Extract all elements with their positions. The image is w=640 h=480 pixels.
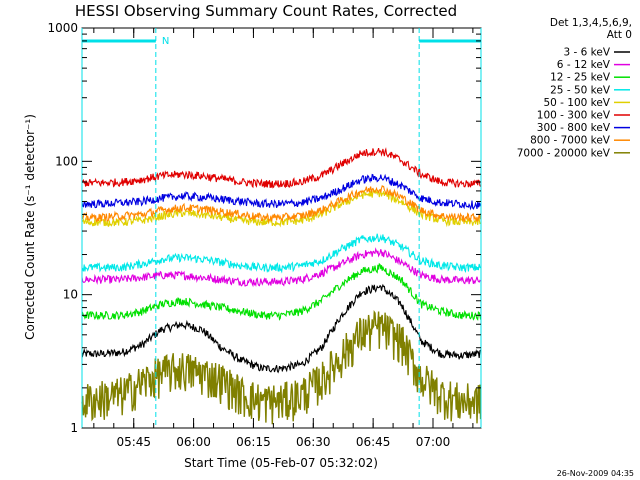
x-tick-label-0: 05:45	[116, 435, 151, 449]
y-tick-label-2: 100	[55, 154, 78, 168]
legend-label-5: 100 - 300 keV	[537, 110, 611, 122]
legend-label-7: 800 - 7000 keV	[530, 135, 611, 147]
series-line-5	[81, 147, 482, 189]
timestamp: 26-Nov-2009 04:35	[557, 469, 634, 478]
y-tick-label-0: 1	[70, 421, 78, 435]
legend-label-1: 6 - 12 keV	[557, 59, 611, 71]
y-tick-label-1: 10	[63, 288, 78, 302]
x-tick-label-4: 06:45	[356, 435, 391, 449]
series-line-3	[81, 233, 482, 274]
legend-label-6: 300 - 800 keV	[537, 122, 611, 134]
x-tick-label-5: 07:00	[416, 435, 451, 449]
legend-label-3: 25 - 50 keV	[550, 84, 611, 96]
legend-label-4: 50 - 100 keV	[543, 97, 610, 109]
legend-label-0: 3 - 6 keV	[563, 47, 610, 59]
series-line-0	[81, 283, 482, 374]
legend-header-line-1: Det 1,3,4,5,6,9,	[550, 17, 632, 29]
plot-area: N 1 10 100 1000 05:45 06:00 06:15 06:30 06:45 07:0…	[47, 21, 482, 449]
x-tick-label-2: 06:15	[236, 435, 271, 449]
series-line-8	[81, 310, 482, 425]
series-line-4	[81, 188, 481, 228]
legend-header-line-2: Att 0	[607, 29, 632, 41]
series-line-2	[81, 262, 482, 321]
flag-label: N	[162, 36, 169, 47]
legend-label-8: 7000 - 20000 keV	[517, 147, 611, 159]
series-line-1	[81, 247, 481, 288]
series-line-6	[81, 173, 482, 211]
x-axis-label: Start Time (05-Feb-07 05:32:02)	[184, 456, 378, 470]
x-tick-label-1: 06:00	[176, 435, 211, 449]
legend-label-2: 12 - 25 keV	[550, 72, 611, 84]
series-line-7	[81, 184, 482, 224]
y-axis-label: Corrected Count Rate (s⁻¹ detector⁻¹)	[23, 114, 37, 340]
x-tick-label-3: 06:30	[296, 435, 331, 449]
chart-title: HESSI Observing Summary Count Rates, Cor…	[75, 2, 457, 20]
y-tick-label-3: 1000	[47, 21, 78, 35]
